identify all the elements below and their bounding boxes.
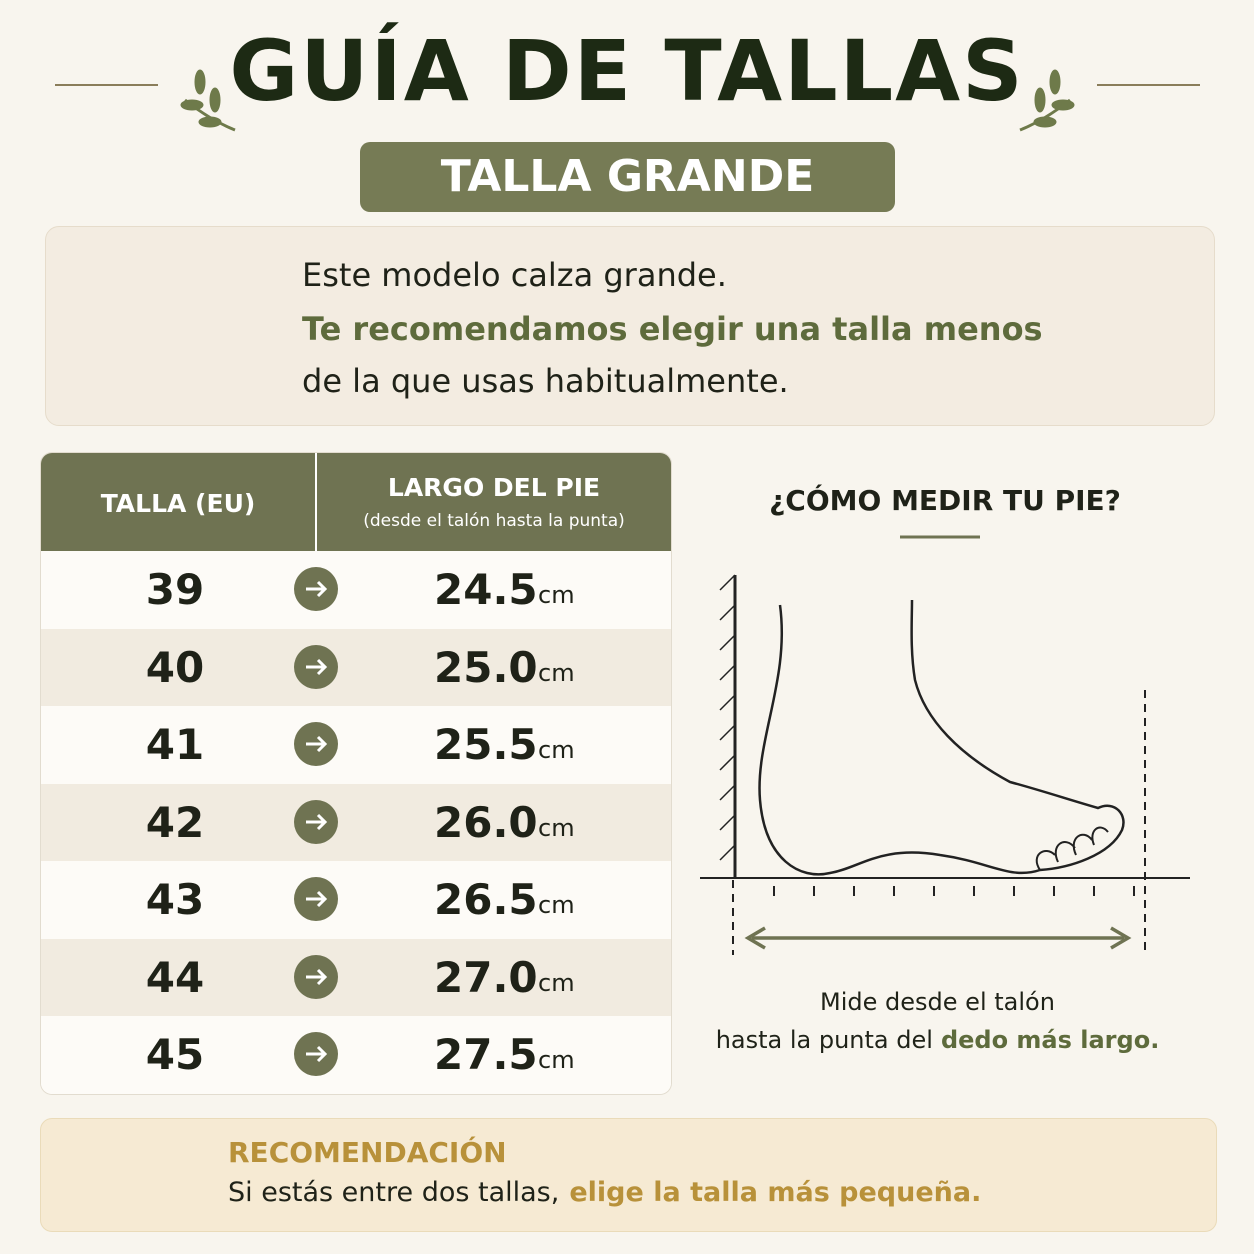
badge: TALLA GRANDE	[360, 142, 895, 212]
header-cell: TALLA (EU)	[100, 489, 256, 518]
length-cell: 25.0	[434, 642, 538, 692]
unit-cell: cm	[538, 968, 575, 997]
arrow-icon	[294, 567, 338, 611]
title: GUÍA DE TALLAS	[229, 22, 1025, 120]
unit-cell: cm	[538, 658, 575, 687]
unit-cell: cm	[538, 581, 575, 609]
arrow	[306, 580, 328, 598]
arrow-icon	[294, 1032, 338, 1077]
arrow-icon	[294, 877, 338, 922]
header-note: (desde el talón hasta la punta)	[363, 511, 625, 531]
arrow	[306, 736, 328, 753]
size-cell: 39	[145, 565, 205, 614]
caption-emphasis: dedo más largo.	[940, 1026, 1160, 1054]
unit-cell: cm	[538, 813, 575, 842]
length-cell: 24.5	[434, 565, 538, 614]
arrow	[306, 813, 328, 830]
arrow	[306, 891, 328, 908]
recommendation-title: RECOMENDACIÓN	[228, 1136, 507, 1169]
table-row: 42 26.0 cm	[41, 783, 671, 862]
caption: Mide desde el talón	[820, 988, 1055, 1016]
unit-cell: cm	[538, 891, 575, 920]
table-header: TALLA (EU) LARGO DEL PIE (desde el talón…	[41, 453, 671, 551]
rec-text: Si estás entre dos tallas,	[228, 1177, 560, 1208]
recommendation-box	[40, 1118, 1217, 1232]
table-row: 40 25.0 cm	[41, 628, 671, 707]
notice-line: de la que usas habitualmente.	[302, 362, 789, 400]
notice-box	[45, 226, 1215, 426]
size-cell: 43	[145, 875, 205, 925]
notice-line: Este modelo calza grande.	[302, 256, 727, 294]
header-cell: LARGO DEL PIE	[387, 473, 601, 502]
arrow-icon	[294, 722, 338, 767]
rec-emphasis: elige la talla más pequeña.	[569, 1177, 982, 1208]
length-cell: 27.5	[434, 1030, 538, 1080]
table-row: 44 27.0 cm	[41, 938, 671, 1017]
size-cell: 40	[145, 642, 205, 692]
recommendation-text: Si estás entre dos tallas, elige la talla…	[228, 1177, 981, 1208]
caption: hasta la punta del dedo más largo.	[700, 1026, 1175, 1054]
arrow	[306, 658, 328, 675]
length-cell: 25.5	[434, 720, 538, 770]
length-cell: 26.5	[434, 875, 538, 925]
arrow-icon	[294, 954, 338, 999]
size-cell: 41	[145, 720, 205, 770]
unit-cell: cm	[538, 1046, 575, 1075]
notice-emphasis: Te recomendamos elegir una talla menos	[302, 310, 1043, 348]
length-cell: 26.0	[434, 797, 538, 847]
table-row: 39 24.5 cm	[41, 551, 671, 629]
size-cell: 42	[145, 797, 205, 847]
size-cell: 44	[145, 952, 205, 1002]
arrow-icon	[294, 799, 338, 844]
divider	[315, 453, 317, 551]
measure-title: ¿CÓMO MEDIR TU PIE?	[769, 484, 1121, 517]
length-cell: 27.0	[434, 952, 538, 1002]
unit-cell: cm	[538, 736, 575, 765]
size-cell: 45	[145, 1030, 205, 1080]
table-row: 41 25.5 cm	[41, 706, 671, 784]
arrow	[306, 1046, 328, 1063]
size-table: TALLA (EU) LARGO DEL PIE (desde el talón…	[40, 452, 672, 1095]
table-row: 43 26.5 cm	[41, 861, 671, 939]
table-row: 45 27.5 cm	[41, 1016, 671, 1094]
caption-text: hasta la punta del	[715, 1026, 933, 1054]
arrow-icon	[294, 644, 338, 689]
arrow	[306, 968, 328, 985]
